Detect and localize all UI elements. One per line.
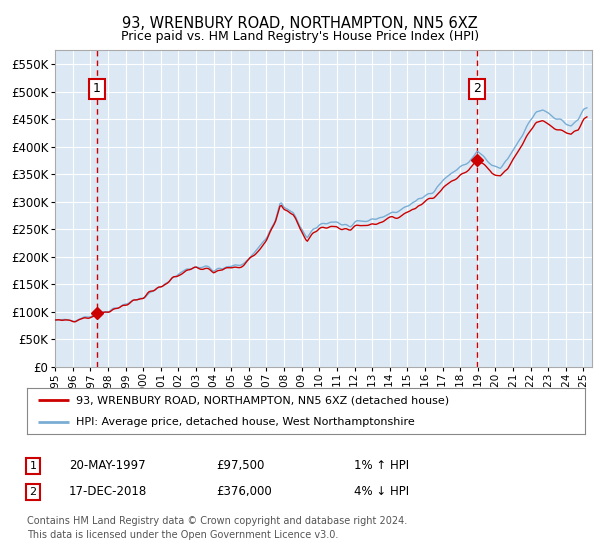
Text: 20-MAY-1997: 20-MAY-1997 <box>69 459 146 473</box>
Text: 4% ↓ HPI: 4% ↓ HPI <box>354 485 409 498</box>
Text: 2: 2 <box>473 82 481 95</box>
Text: 17-DEC-2018: 17-DEC-2018 <box>69 485 147 498</box>
Text: 1: 1 <box>29 461 37 471</box>
Text: £376,000: £376,000 <box>216 485 272 498</box>
Text: 2: 2 <box>29 487 37 497</box>
Text: 1: 1 <box>93 82 101 95</box>
Text: £97,500: £97,500 <box>216 459 265 473</box>
Text: Price paid vs. HM Land Registry's House Price Index (HPI): Price paid vs. HM Land Registry's House … <box>121 30 479 44</box>
Text: HPI: Average price, detached house, West Northamptonshire: HPI: Average price, detached house, West… <box>76 417 415 427</box>
Text: 93, WRENBURY ROAD, NORTHAMPTON, NN5 6XZ (detached house): 93, WRENBURY ROAD, NORTHAMPTON, NN5 6XZ … <box>76 395 449 405</box>
Text: 1% ↑ HPI: 1% ↑ HPI <box>354 459 409 473</box>
Text: 93, WRENBURY ROAD, NORTHAMPTON, NN5 6XZ: 93, WRENBURY ROAD, NORTHAMPTON, NN5 6XZ <box>122 16 478 31</box>
Text: Contains HM Land Registry data © Crown copyright and database right 2024.: Contains HM Land Registry data © Crown c… <box>27 516 407 526</box>
Text: This data is licensed under the Open Government Licence v3.0.: This data is licensed under the Open Gov… <box>27 530 338 540</box>
